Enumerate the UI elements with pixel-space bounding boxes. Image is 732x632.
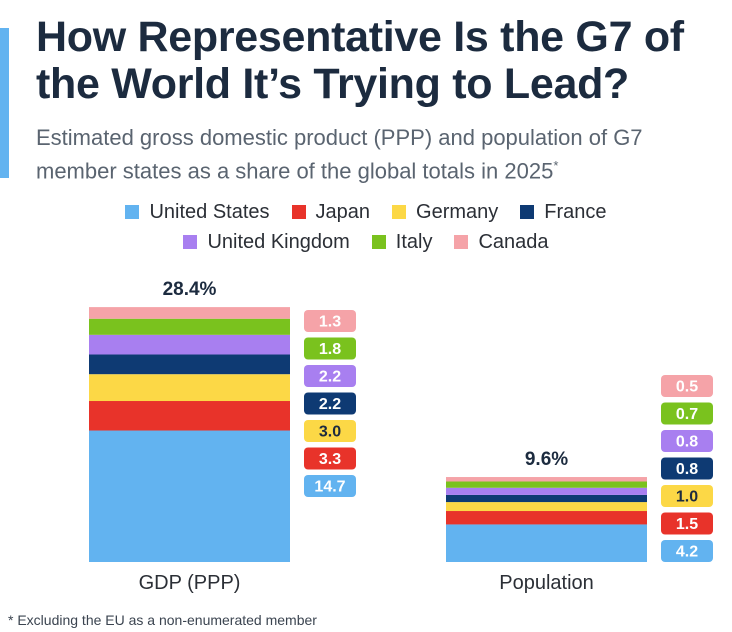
bar-segment-gdp-ppp--united-kingdom (89, 334, 290, 355)
legend-item-france: France (520, 201, 607, 223)
value-label: 2.2 (319, 396, 341, 413)
value-badge-canada (304, 310, 356, 332)
legend-swatch (291, 205, 306, 219)
bar-segment-population-italy (446, 481, 647, 488)
value-badge-united-states (304, 475, 356, 497)
bar-segment-gdp-ppp--united-states (89, 430, 290, 562)
value-label: 0.5 (676, 379, 698, 396)
category-label: GDP (PPP) (139, 572, 241, 594)
legend-label: United Kingdom (207, 231, 350, 253)
value-label: 4.2 (676, 544, 698, 561)
legend-swatch (454, 235, 469, 249)
legend-label: Canada (478, 231, 549, 253)
value-badge-france (304, 392, 356, 415)
value-label: 0.8 (676, 434, 698, 451)
bar-segment-population-france (446, 494, 647, 503)
category-label: Population (499, 572, 594, 594)
legend-swatch (125, 205, 140, 219)
value-badge-canada (661, 375, 713, 397)
bar-segment-population-germany (446, 502, 647, 512)
total-label: 9.6% (525, 449, 568, 470)
legend-label: Italy (395, 231, 433, 253)
legend-swatch (183, 235, 198, 249)
bar-segment-population-united-states (446, 524, 647, 562)
accent-bar (0, 28, 9, 178)
value-label: 1.8 (319, 341, 341, 358)
value-badge-germany (661, 485, 713, 507)
value-label: 3.3 (319, 451, 341, 468)
legend-item-canada: Canada (454, 231, 549, 253)
bar-segment-gdp-ppp--canada (89, 307, 290, 319)
chart-title: How Representative Is the G7 of the Worl… (36, 13, 684, 108)
footnote: * Excluding the EU as a non-enumerated m… (8, 612, 317, 628)
chart-subtitle: Estimated gross domestic product (PPP) a… (36, 124, 726, 185)
value-label: 1.3 (319, 314, 341, 331)
legend-swatch (520, 205, 535, 219)
legend-label: United States (149, 201, 270, 223)
value-badge-france (661, 457, 713, 480)
bar-segment-gdp-ppp--japan (89, 401, 290, 431)
bar-segment-gdp-ppp--italy (89, 318, 290, 335)
value-label: 0.7 (676, 406, 698, 423)
value-badge-japan (661, 512, 713, 535)
value-badge-united-kingdom (304, 365, 356, 387)
legend-item-united-kingdom: United Kingdom (183, 231, 350, 253)
value-badge-japan (304, 447, 356, 470)
bar-segment-gdp-ppp--france (89, 354, 290, 375)
legend-label: France (544, 201, 607, 223)
value-badge-united-kingdom (661, 430, 713, 452)
value-label: 14.7 (314, 479, 345, 496)
bar-segment-population-united-kingdom (446, 487, 647, 495)
legend-swatch (371, 235, 386, 249)
value-badge-united-states (661, 540, 713, 562)
value-label: 1.5 (676, 516, 698, 533)
bar-segment-population-japan (446, 511, 647, 525)
value-badge-germany (304, 420, 356, 442)
bar-segment-gdp-ppp--germany (89, 374, 290, 402)
subtitle-text: Estimated gross domestic product (PPP) a… (36, 125, 643, 184)
total-label: 28.4% (163, 279, 217, 300)
subtitle-footnote-marker: * (553, 158, 559, 173)
legend-swatch (392, 205, 407, 219)
value-label: 2.2 (319, 369, 341, 386)
bar-segment-population-canada (446, 477, 647, 482)
value-label: 3.0 (319, 424, 341, 441)
value-label: 0.8 (676, 461, 698, 478)
legend-item-united-states: United States (125, 201, 270, 223)
legend-label: Japan (315, 201, 371, 223)
value-label: 1.0 (676, 489, 698, 506)
legend-item-germany: Germany (392, 201, 498, 223)
legend: United States Japan Germany France United Ki… (0, 201, 732, 253)
value-badge-italy (304, 337, 356, 360)
legend-item-italy: Italy (371, 231, 433, 253)
value-badge-italy (661, 402, 713, 425)
legend-label: Germany (416, 201, 499, 223)
legend-item-japan: Japan (291, 201, 371, 223)
